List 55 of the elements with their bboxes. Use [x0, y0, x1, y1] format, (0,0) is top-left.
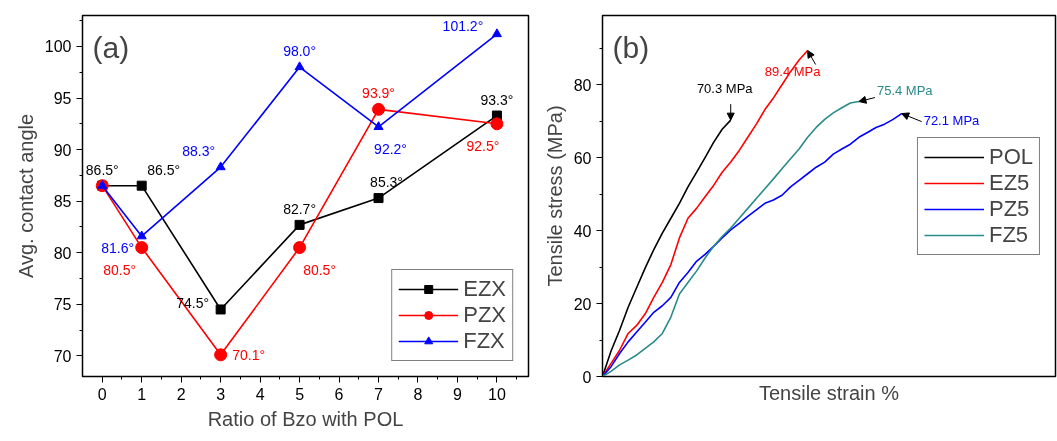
y-tick-label: 75 — [53, 296, 72, 314]
legend-label: FZX — [463, 328, 505, 354]
annotation: 70.3 MPa — [696, 81, 754, 97]
annotation: 72.1 MPa — [923, 112, 981, 128]
x-tick-label: 3 — [216, 385, 226, 403]
data-label: 93.3° — [480, 91, 514, 108]
y-axis-title: Tensile stress (MPa) — [543, 105, 566, 287]
x-tick-label: 6 — [334, 385, 344, 403]
data-label: 80.5° — [303, 261, 337, 278]
text: (b) — [612, 30, 650, 64]
data-label: 86.5° — [147, 161, 181, 178]
data-label: 80.5° — [103, 261, 137, 278]
text: (a) — [92, 30, 130, 64]
x-tick-label: 10 — [488, 385, 506, 403]
x-tick-label: 5 — [295, 385, 305, 403]
y-tick-label: 80 — [573, 76, 592, 94]
data-label: 101.2° — [442, 18, 484, 35]
legend-label: PZX — [463, 302, 506, 328]
data-label: 88.3° — [182, 143, 216, 160]
data-label: 98.0° — [283, 43, 317, 60]
data-label: 93.9° — [362, 85, 395, 102]
annotation: 75.4 MPa — [876, 82, 934, 98]
data-label: 82.7° — [283, 200, 317, 217]
legend-label: FZ5 — [988, 221, 1029, 248]
data-label: 81.6° — [101, 240, 135, 257]
y-tick-label: 60 — [573, 149, 592, 167]
x-tick-label: 1 — [137, 385, 147, 403]
x-tick-label: 8 — [413, 385, 423, 403]
legend-label: PZ5 — [988, 195, 1030, 222]
x-axis-title: Ratio of Bzo with POL — [207, 407, 404, 430]
y-tick-label: 70 — [53, 347, 72, 365]
legend-label: EZ5 — [988, 169, 1030, 196]
y-tick-label: 90 — [53, 141, 72, 159]
data-label: 92.5° — [466, 137, 500, 154]
x-tick-label: 0 — [97, 385, 107, 403]
y-tick-label: 95 — [53, 90, 72, 108]
y-tick-label: 85 — [53, 193, 72, 211]
data-label: 85.3° — [370, 174, 403, 191]
y-axis-title: Avg. contact angle — [14, 113, 37, 279]
data-label: 70.1° — [232, 346, 266, 363]
x-tick-label: 7 — [374, 385, 384, 403]
legend-label: POL — [988, 143, 1033, 170]
y-tick-label: 40 — [573, 222, 592, 240]
x-axis-title: Tensile strain % — [758, 381, 900, 404]
y-tick-label: 80 — [53, 244, 72, 262]
legend-label: EZX — [463, 276, 506, 302]
data-label: 86.5° — [85, 161, 119, 178]
x-tick-label: 4 — [255, 385, 265, 403]
y-tick-label: 0 — [582, 368, 592, 386]
annotation: 89.4 MPa — [764, 63, 822, 79]
x-tick-label: 9 — [453, 385, 463, 403]
y-tick-label: 20 — [573, 295, 592, 313]
x-tick-label: 2 — [176, 385, 186, 403]
data-label: 92.2° — [374, 140, 407, 157]
y-tick-label: 100 — [44, 38, 72, 56]
